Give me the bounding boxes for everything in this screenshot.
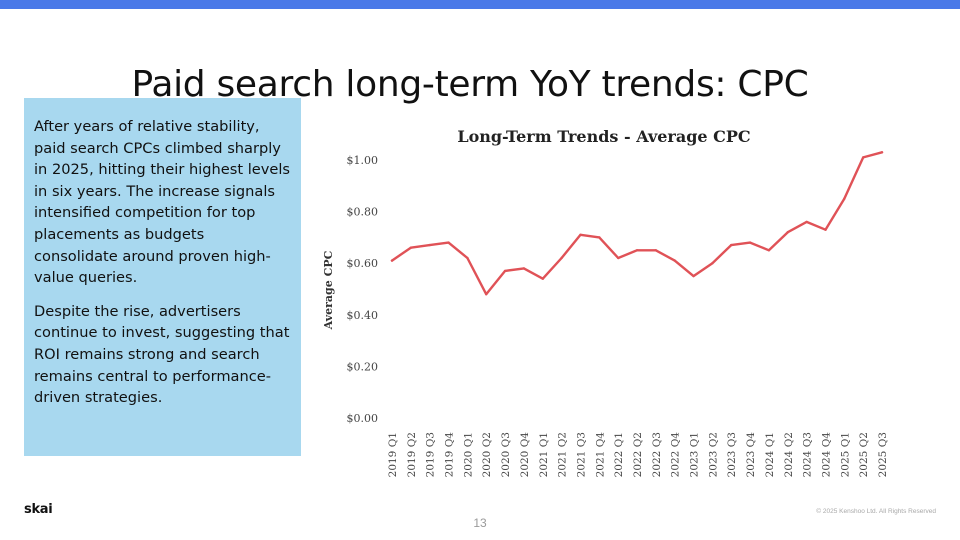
- x-tick-label: 2020 Q4: [519, 432, 531, 478]
- x-tick-label: 2019 Q4: [444, 432, 456, 478]
- data-point: [390, 259, 394, 262]
- x-tick-label: 2019 Q3: [425, 432, 437, 477]
- x-tick-label: 2020 Q2: [481, 432, 493, 477]
- x-tick-label: 2023 Q4: [745, 432, 757, 478]
- x-tick-label: 2021 Q1: [538, 432, 550, 477]
- y-tick-label: $0.00: [347, 412, 379, 425]
- data-point: [522, 267, 526, 270]
- x-tick-label: 2020 Q1: [462, 432, 474, 477]
- data-point: [880, 151, 884, 154]
- data-point: [654, 249, 657, 252]
- data-point: [767, 249, 771, 252]
- data-point: [579, 233, 582, 236]
- data-point: [824, 228, 827, 231]
- data-point: [843, 197, 846, 200]
- x-tick-label: 2021 Q3: [575, 432, 587, 477]
- data-point: [748, 241, 752, 244]
- data-point: [805, 220, 808, 224]
- data-point: [730, 243, 733, 247]
- data-point: [485, 293, 488, 296]
- x-tick-label: 2022 Q3: [651, 432, 663, 477]
- cpc-line-chart: Long-Term Trends - Average CPC Average C…: [322, 127, 889, 478]
- x-tick-label: 2024 Q1: [764, 432, 776, 477]
- page-number: 13: [473, 516, 487, 530]
- x-tick-label: 2021 Q4: [594, 432, 606, 478]
- data-point: [560, 256, 563, 260]
- summary-paragraph-2: Despite the rise, advertisers continue t…: [34, 302, 290, 407]
- y-tick-label: $1.00: [347, 154, 379, 167]
- x-tick-label: 2025 Q2: [858, 432, 870, 477]
- data-point: [466, 256, 469, 260]
- x-tick-label: 2020 Q3: [500, 432, 512, 477]
- data-point: [711, 262, 714, 265]
- x-tick-label: 2019 Q2: [406, 432, 418, 477]
- data-point: [541, 277, 544, 280]
- x-tick-label: 2024 Q3: [802, 432, 814, 477]
- data-points: [390, 151, 884, 296]
- summary-paragraph-1: After years of relative stability, paid …: [34, 118, 291, 287]
- data-point: [598, 236, 601, 239]
- x-tick-label: 2024 Q2: [783, 432, 795, 477]
- x-tick-label: 2023 Q2: [707, 432, 719, 477]
- data-point: [673, 259, 676, 262]
- summary-text-box: After years of relative stability, paid …: [24, 98, 301, 456]
- x-tick-label: 2022 Q4: [670, 432, 682, 478]
- y-tick-label: $0.40: [347, 309, 379, 322]
- series-line-average-cpc: [390, 151, 884, 296]
- data-point: [862, 156, 865, 159]
- data-point: [617, 256, 620, 260]
- x-tick-label: 2022 Q2: [632, 432, 644, 477]
- x-tick-label: 2025 Q1: [839, 432, 851, 477]
- copyright-notice: © 2025 Kenshoo Ltd. All Rights Reserved: [816, 508, 936, 515]
- x-tick-label: 2023 Q3: [726, 432, 738, 477]
- y-axis-label: Average CPC: [322, 250, 335, 330]
- y-tick-label: $0.20: [347, 360, 379, 373]
- data-point: [635, 249, 639, 252]
- x-tick-label: 2021 Q2: [557, 432, 569, 477]
- y-tick-labels: $0.00 $0.20 $0.40 $0.60 $0.80 $1.00: [347, 154, 379, 425]
- data-point: [692, 274, 695, 278]
- y-tick-label: $0.60: [347, 257, 379, 270]
- data-point: [786, 231, 789, 234]
- x-tick-label: 2024 Q4: [820, 432, 832, 478]
- x-tick-label: 2023 Q1: [689, 432, 701, 477]
- x-tick-label: 2025 Q3: [877, 432, 889, 477]
- chart-title: Long-Term Trends - Average CPC: [457, 127, 750, 146]
- y-tick-label: $0.80: [347, 206, 379, 219]
- x-tick-labels: 2019 Q1 2019 Q2 2019 Q3 2019 Q4 2020 Q1 2020 …: [387, 432, 889, 478]
- top-accent-bar: [0, 0, 960, 9]
- data-point: [428, 243, 431, 247]
- skai-logo: skai: [24, 502, 53, 517]
- data-point: [503, 269, 507, 273]
- x-tick-label: 2022 Q1: [613, 432, 625, 477]
- x-tick-label: 2019 Q1: [387, 432, 399, 477]
- data-point: [409, 246, 412, 249]
- data-point: [447, 241, 450, 244]
